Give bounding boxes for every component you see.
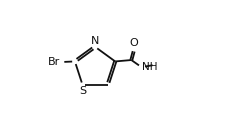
Text: N: N: [91, 36, 99, 46]
Text: S: S: [79, 86, 86, 96]
Text: O: O: [130, 38, 139, 48]
Text: Br: Br: [48, 57, 60, 67]
Text: NH: NH: [142, 62, 157, 72]
